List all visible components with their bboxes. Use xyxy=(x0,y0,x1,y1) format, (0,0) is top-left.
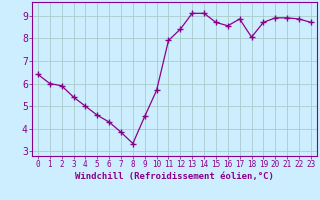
X-axis label: Windchill (Refroidissement éolien,°C): Windchill (Refroidissement éolien,°C) xyxy=(75,172,274,181)
